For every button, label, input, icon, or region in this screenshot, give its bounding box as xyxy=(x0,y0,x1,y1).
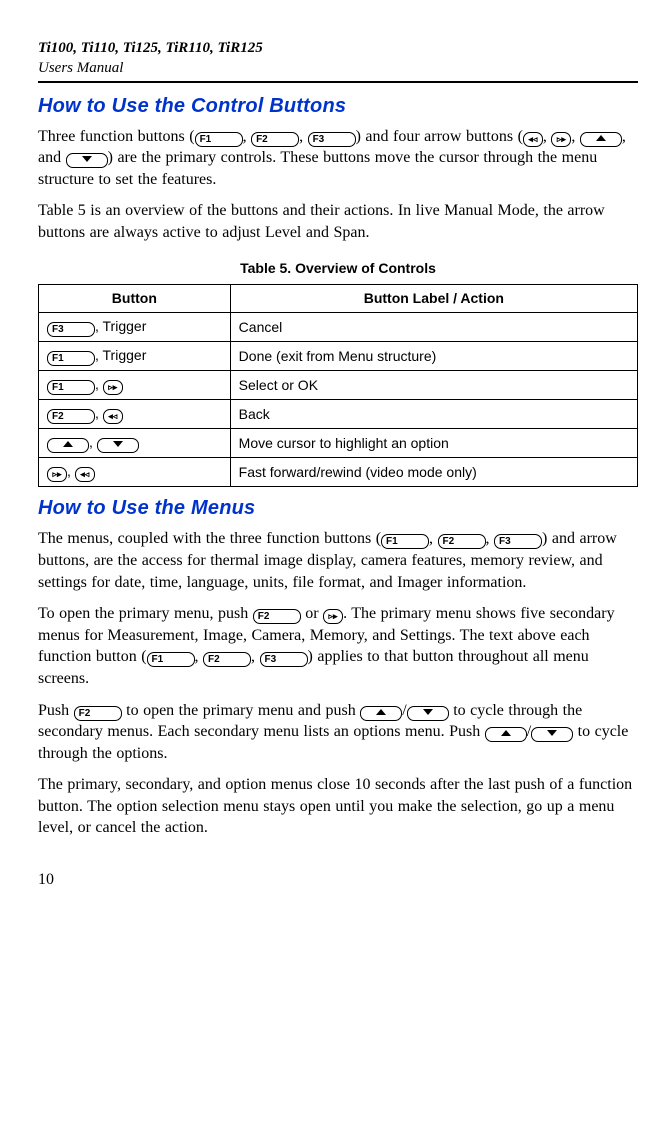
down-arrow-icon xyxy=(97,438,139,453)
down-arrow-icon xyxy=(407,706,449,721)
text: , xyxy=(543,128,552,145)
table-row: F2, ◂◃ Back xyxy=(39,400,638,429)
text: Three function buttons ( xyxy=(38,128,195,145)
text: ) and four arrow buttons ( xyxy=(356,128,523,145)
left-arrow-icon: ◂◃ xyxy=(523,132,543,147)
text: , xyxy=(243,128,252,145)
down-arrow-icon xyxy=(531,727,573,742)
header-rule xyxy=(38,81,638,83)
text: , xyxy=(251,648,260,665)
text: , Trigger xyxy=(95,347,146,363)
fwd-arrow-icon: ▹▸ xyxy=(47,467,67,482)
text: or xyxy=(301,605,323,622)
para-table5-intro: Table 5 is an overview of the buttons an… xyxy=(38,200,638,243)
para-control-intro: Three function buttons (F1, F2, F3) and … xyxy=(38,126,638,191)
action-text: Select or OK xyxy=(230,371,637,400)
header-subtitle: Users Manual xyxy=(38,58,638,78)
table-row: , Move cursor to highlight an option xyxy=(39,429,638,458)
up-arrow-icon xyxy=(485,727,527,742)
para-menu-timeout: The primary, secondary, and option menus… xyxy=(38,774,638,839)
table5-title: Table 5. Overview of Controls xyxy=(38,259,638,278)
text: , xyxy=(95,376,103,392)
f1-button-icon: F1 xyxy=(195,132,243,147)
header-models: Ti100, Ti110, Ti125, TiR110, TiR125 xyxy=(38,38,638,58)
text: , xyxy=(486,530,495,547)
f2-button-icon: F2 xyxy=(47,409,95,424)
f1-button-icon: F1 xyxy=(47,380,95,395)
text: The menus, coupled with the three functi… xyxy=(38,530,381,547)
action-text: Fast forward/rewind (video mode only) xyxy=(230,458,637,487)
text: to open the primary menu and push xyxy=(122,702,361,719)
text: , xyxy=(195,648,204,665)
f3-button-icon: F3 xyxy=(260,652,308,667)
action-text: Move cursor to highlight an option xyxy=(230,429,637,458)
text: Push xyxy=(38,702,74,719)
f3-button-icon: F3 xyxy=(308,132,356,147)
para-push-cycle: Push F2 to open the primary menu and pus… xyxy=(38,700,638,765)
action-text: Done (exit from Menu structure) xyxy=(230,342,637,371)
text: , xyxy=(299,128,308,145)
para-open-primary: To open the primary menu, push F2 or ▹▸.… xyxy=(38,603,638,689)
f2-button-icon: F2 xyxy=(203,652,251,667)
table-row: F1, ▹▸ Select or OK xyxy=(39,371,638,400)
action-text: Back xyxy=(230,400,637,429)
f1-button-icon: F1 xyxy=(147,652,195,667)
f2-button-icon: F2 xyxy=(251,132,299,147)
section-heading-control-buttons: How to Use the Control Buttons xyxy=(38,93,638,120)
up-arrow-icon xyxy=(580,132,622,147)
text: To open the primary menu, push xyxy=(38,605,253,622)
text: , xyxy=(571,128,580,145)
text: , xyxy=(89,434,97,450)
right-arrow-icon: ▹▸ xyxy=(323,609,343,624)
table-header-row: Button Button Label / Action xyxy=(39,285,638,313)
text: ) are the primary controls. These button… xyxy=(38,149,597,188)
f1-button-icon: F1 xyxy=(47,351,95,366)
text: , xyxy=(95,405,103,421)
f2-button-icon: F2 xyxy=(438,534,486,549)
table-row: ▹▸, ◂◃ Fast forward/rewind (video mode o… xyxy=(39,458,638,487)
table-row: F3, Trigger Cancel xyxy=(39,313,638,342)
right-arrow-icon: ▹▸ xyxy=(103,380,123,395)
table-row: F1, Trigger Done (exit from Menu structu… xyxy=(39,342,638,371)
text: / xyxy=(402,702,406,719)
para-menus-intro: The menus, coupled with the three functi… xyxy=(38,528,638,593)
left-arrow-icon: ◂◃ xyxy=(103,409,123,424)
col-button: Button xyxy=(39,285,231,313)
controls-table: Button Button Label / Action F3, Trigger… xyxy=(38,284,638,487)
up-arrow-icon xyxy=(47,438,89,453)
rwd-arrow-icon: ◂◃ xyxy=(75,467,95,482)
section-heading-menus: How to Use the Menus xyxy=(38,495,638,522)
f2-button-icon: F2 xyxy=(253,609,301,624)
text: , Trigger xyxy=(95,318,146,334)
page-number: 10 xyxy=(38,869,638,891)
text: , xyxy=(67,463,75,479)
f1-button-icon: F1 xyxy=(381,534,429,549)
text: , xyxy=(429,530,438,547)
right-arrow-icon: ▹▸ xyxy=(551,132,571,147)
col-action: Button Label / Action xyxy=(230,285,637,313)
down-arrow-icon xyxy=(66,153,108,168)
up-arrow-icon xyxy=(360,706,402,721)
f2-button-icon: F2 xyxy=(74,706,122,721)
action-text: Cancel xyxy=(230,313,637,342)
f3-button-icon: F3 xyxy=(47,322,95,337)
f3-button-icon: F3 xyxy=(494,534,542,549)
